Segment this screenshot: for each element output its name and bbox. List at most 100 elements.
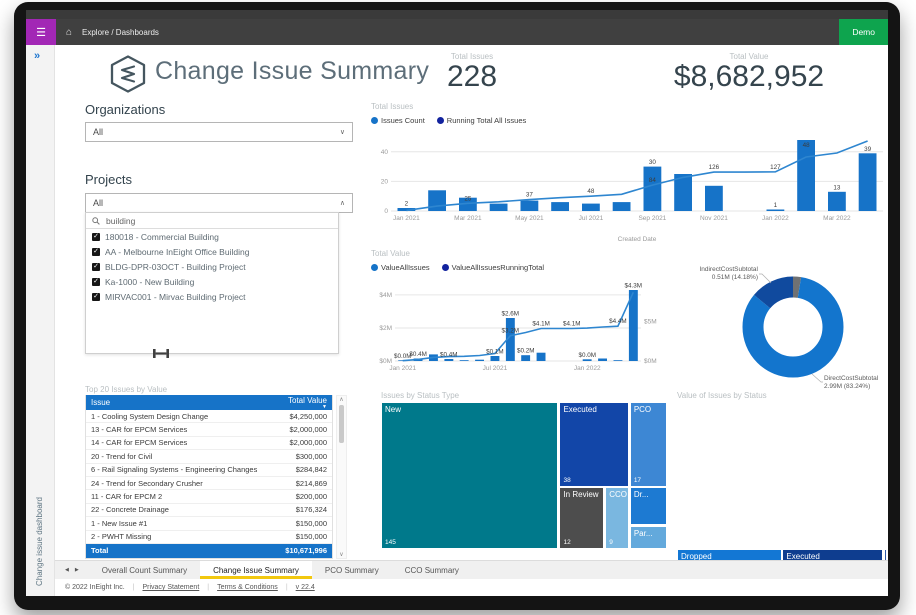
tab-pco-summary[interactable]: PCO Summary — [324, 565, 379, 575]
tab-cco-summary[interactable]: CCO Summary — [404, 565, 459, 575]
version-link[interactable]: v 22.4 — [295, 584, 315, 591]
tab-prev-icon[interactable]: ◀ — [65, 567, 69, 573]
checked-checkbox[interactable]: ✓ — [92, 262, 100, 271]
legend-dot-running-total — [436, 117, 444, 124]
range-slider-handle[interactable] — [153, 345, 169, 363]
checked-checkbox[interactable]: ✓ — [92, 247, 100, 256]
checked-checkbox[interactable]: ✓ — [92, 292, 100, 301]
svg-text:Sep 2021: Sep 2021 — [638, 215, 666, 222]
treemap-tile-executed[interactable]: Executed 38 — [559, 402, 629, 487]
treemap-tile-cco[interactable]: CCO 9 — [605, 487, 629, 549]
organizations-dropdown[interactable]: All ∨ — [85, 122, 353, 142]
projects-search-input[interactable] — [104, 214, 288, 227]
treemap-tile-in-review[interactable]: In Review 12 — [559, 487, 605, 549]
bar[interactable] — [643, 166, 662, 211]
checked-checkbox[interactable]: ✓ — [92, 232, 100, 241]
expand-rail-icon[interactable]: » — [34, 50, 41, 62]
scrollbar-thumb[interactable] — [339, 405, 344, 443]
table-col-total-value[interactable]: Total Value ▼ — [288, 395, 327, 410]
table-row[interactable]: 14 - CAR for EPCM Services $2,000,000 — [86, 437, 332, 451]
table-row[interactable]: 11 - CAR for EPCM 2 $200,000 — [86, 490, 332, 504]
svg-text:0: 0 — [384, 208, 388, 215]
bar[interactable] — [797, 140, 815, 211]
projects-dropdown[interactable]: All ∧ — [85, 193, 353, 213]
table-row[interactable]: 24 - Trend for Secondary Crusher $214,869 — [86, 477, 332, 491]
bar[interactable] — [521, 355, 531, 361]
scroll-down-icon[interactable]: ∨ — [339, 551, 344, 558]
project-option[interactable]: ✓ 180018 - Commercial Building — [92, 231, 219, 242]
treemap-tile-pco[interactable]: PCO 17 — [629, 402, 667, 487]
bar[interactable] — [582, 203, 600, 211]
running-total-line[interactable] — [402, 291, 635, 362]
table-row[interactable]: 1 - New Issue #1 $150,000 — [86, 517, 332, 531]
svg-text:$0.2M: $0.2M — [517, 348, 535, 355]
bar[interactable] — [705, 185, 723, 211]
bar[interactable] — [459, 360, 469, 361]
bar[interactable] — [398, 360, 408, 361]
bar[interactable] — [444, 359, 454, 361]
svg-text:Jul 2021: Jul 2021 — [579, 215, 604, 222]
table-header-row[interactable]: Issue Total Value ▼ — [86, 395, 332, 410]
treemap-tile-par-[interactable]: Par... — [629, 526, 667, 549]
bar[interactable] — [858, 153, 877, 211]
running-total-line[interactable] — [406, 140, 868, 212]
treemap-tile-dr-[interactable]: Dr... — [629, 487, 667, 526]
bar[interactable] — [628, 290, 638, 361]
scroll-up-icon[interactable]: ∧ — [339, 397, 344, 403]
treemap-tile-executed[interactable]: Executed$3,176,232 — [782, 549, 884, 560]
bar[interactable] — [490, 356, 500, 361]
treemap-tile-sliver[interactable] — [884, 549, 887, 560]
bar[interactable] — [459, 197, 477, 211]
breadcrumb[interactable]: Explore / Dashboards — [82, 27, 159, 37]
bar[interactable] — [551, 202, 569, 211]
svg-text:$0.0M: $0.0M — [578, 352, 596, 359]
tab-overall-count-summary[interactable]: Overall Count Summary — [101, 565, 188, 575]
bar[interactable] — [428, 190, 446, 211]
bar[interactable] — [397, 208, 416, 211]
table-row[interactable]: 20 - Trend for Civil $300,000 — [86, 450, 332, 464]
table-row[interactable]: 22 - Concrete Drainage $176,324 — [86, 504, 332, 518]
bar[interactable] — [489, 203, 508, 211]
bar[interactable] — [475, 359, 484, 361]
table-row[interactable]: 13 - CAR for EPCM Services $2,000,000 — [86, 423, 332, 437]
value-by-status-treemap[interactable]: Dropped$4,000,000Executed$3,176,232 — [677, 549, 887, 560]
donut-slice[interactable] — [742, 276, 844, 378]
table-row[interactable]: 6 - Rail Signaling Systems - Engineering… — [86, 464, 332, 477]
bar[interactable] — [674, 174, 692, 211]
total-issues-chart[interactable]: 0 20 40 2 30 1 48 13 39 25 37 48 84 126 127 Jan 2021 Mar… — [369, 129, 888, 248]
total-value-chart[interactable]: $0M $2M $4M $0M $5M $0.0M $0.4M $0.4M $0.1M $2.6M… — [369, 275, 665, 392]
bar[interactable] — [520, 200, 539, 211]
demo-button[interactable]: Demo — [839, 19, 888, 45]
svg-text:$0.1M: $0.1M — [486, 349, 504, 356]
treemap-tile-new[interactable]: New 145 — [381, 402, 559, 549]
project-option[interactable]: ✓ MIRVAC001 - Mirvac Building Project — [92, 291, 246, 302]
bar[interactable] — [582, 359, 592, 361]
home-button[interactable]: ⌂ — [56, 19, 82, 45]
table-scrollbar[interactable]: ∧ ∨ — [336, 395, 347, 559]
bar[interactable] — [613, 360, 623, 361]
issues-by-status-treemap[interactable]: New 145 Executed 38 PCO 17 In Review 12 CCO 9 Dr..… — [381, 402, 667, 549]
bar[interactable] — [612, 202, 631, 211]
table-col-issue[interactable]: Issue — [91, 398, 111, 407]
table-row[interactable]: 1 - Cooling System Design Change $4,250,0… — [86, 410, 332, 424]
tab-change-issue-summary[interactable]: Change Issue Summary — [200, 561, 312, 579]
checked-checkbox[interactable]: ✓ — [92, 277, 100, 286]
hamburger-menu-button[interactable]: ☰ — [26, 19, 56, 45]
donut-slice[interactable] — [742, 276, 844, 378]
cost-subtotal-donut-chart[interactable]: IndirectCostSubtotal 0.51M (14.18%) Direct… — [675, 247, 888, 404]
bar[interactable] — [536, 352, 546, 361]
terms-conditions-link[interactable]: Terms & Conditions — [217, 584, 278, 591]
table-row[interactable]: 2 - PWHT Missing $150,000 — [86, 531, 332, 544]
svg-text:Created Date: Created Date — [618, 236, 657, 243]
bar[interactable] — [828, 191, 846, 211]
bar[interactable] — [505, 318, 515, 361]
project-option[interactable]: ✓ BLDG-DPR-03OCT - Building Project — [92, 261, 246, 272]
project-option[interactable]: ✓ Ka-1000 - New Building — [92, 276, 195, 287]
bar[interactable] — [766, 209, 785, 212]
tab-next-icon[interactable]: ▶ — [74, 567, 79, 573]
privacy-statement-link[interactable]: Privacy Statement — [142, 584, 200, 591]
issues-by-status-title: Issues by Status Type — [381, 391, 460, 400]
treemap-tile-dropped[interactable]: Dropped$4,000,000 — [677, 549, 782, 560]
project-option[interactable]: ✓ AA - Melbourne InEight Office Building — [92, 246, 250, 257]
bar[interactable] — [598, 358, 607, 362]
